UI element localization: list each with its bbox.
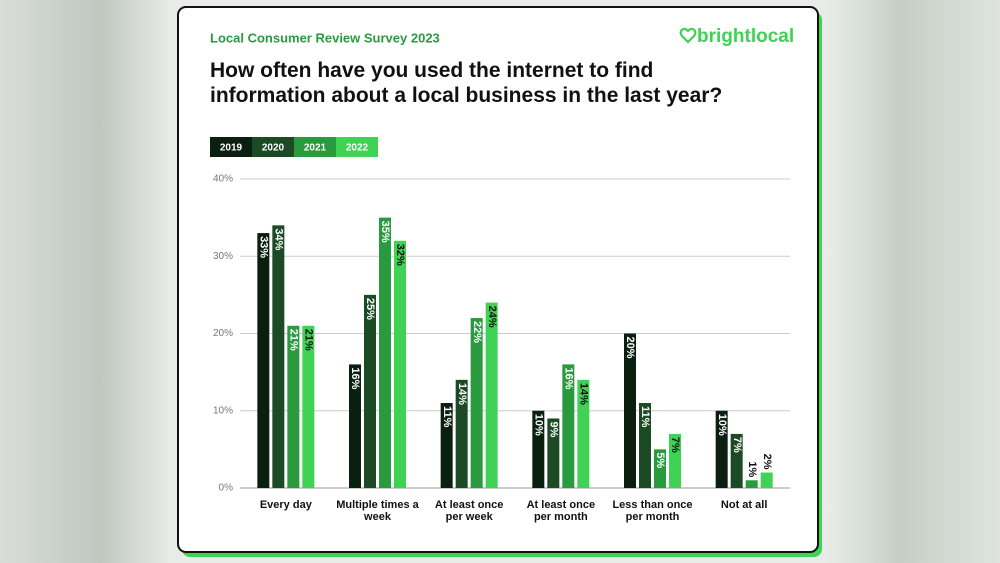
bar (669, 433, 681, 488)
value-label: 7% (669, 437, 681, 453)
value-label: 21% (287, 329, 299, 351)
legend-label: 2020 (262, 143, 285, 154)
value-label: 5% (654, 452, 666, 468)
bar (577, 379, 590, 488)
value-label: 10% (716, 414, 728, 436)
value-label: 25% (364, 298, 376, 320)
y-tick-label: 10% (213, 405, 233, 416)
bar (394, 240, 406, 488)
y-tick-label: 0% (219, 483, 234, 494)
x-tick-label: Every day (259, 499, 312, 511)
bar (730, 433, 743, 488)
value-label: 24% (486, 306, 498, 328)
y-tick-label: 20% (213, 328, 233, 339)
bar (455, 379, 468, 488)
bar (302, 325, 315, 488)
value-label: 34% (272, 228, 284, 250)
value-label: 1% (746, 461, 758, 477)
bar (364, 294, 376, 488)
bar (485, 302, 498, 488)
bar (349, 364, 361, 488)
bar (760, 472, 773, 488)
legend-swatch (336, 137, 378, 157)
value-label: 16% (562, 367, 574, 389)
x-tick-label: Not at all (720, 499, 768, 511)
chart-subtitle: Local Consumer Review Survey 2023 (210, 30, 440, 45)
legend-swatch (210, 137, 252, 157)
bar (470, 318, 483, 488)
legend-label: 2022 (346, 143, 369, 154)
bar (715, 410, 728, 488)
brand-icon (679, 27, 697, 44)
x-tick-label: At least once per month (526, 499, 596, 523)
bar (624, 333, 636, 488)
value-label: 11% (441, 406, 453, 428)
value-label: 9% (547, 421, 559, 437)
value-label: 14% (456, 383, 468, 405)
value-label: 11% (639, 406, 651, 428)
legend-label: 2019 (220, 143, 243, 154)
value-label: 20% (624, 337, 636, 359)
bar (547, 418, 560, 488)
bar (654, 449, 666, 488)
value-label: 35% (379, 221, 391, 243)
brand: brightlocal (697, 26, 794, 47)
value-label: 22% (471, 321, 483, 343)
y-tick-label: 40% (213, 174, 233, 185)
value-label: 21% (302, 329, 314, 351)
value-label: 16% (349, 367, 361, 389)
value-label: 14% (577, 383, 589, 405)
bar (745, 480, 758, 488)
legend-swatch (252, 137, 294, 157)
bar (379, 217, 391, 488)
bar (272, 225, 285, 488)
y-tick-label: 30% (213, 251, 233, 262)
bar (440, 403, 453, 488)
bar (532, 410, 545, 488)
value-label: 2% (761, 454, 773, 470)
chart-title: How often have you used the internet to … (210, 59, 723, 107)
bar (257, 233, 270, 488)
value-label: 32% (394, 244, 406, 266)
value-label: 33% (257, 236, 269, 258)
value-label: 7% (731, 437, 743, 453)
legend-label: 2021 (304, 143, 327, 154)
bar (562, 364, 575, 488)
x-tick-label: Less than once per month (612, 499, 693, 523)
value-label: 10% (532, 414, 544, 436)
bar (287, 325, 300, 488)
x-tick-label: At least once per week (434, 499, 504, 523)
legend-swatch (294, 137, 336, 157)
x-tick-label: Multiple times a week (336, 499, 419, 523)
bar (639, 403, 651, 488)
